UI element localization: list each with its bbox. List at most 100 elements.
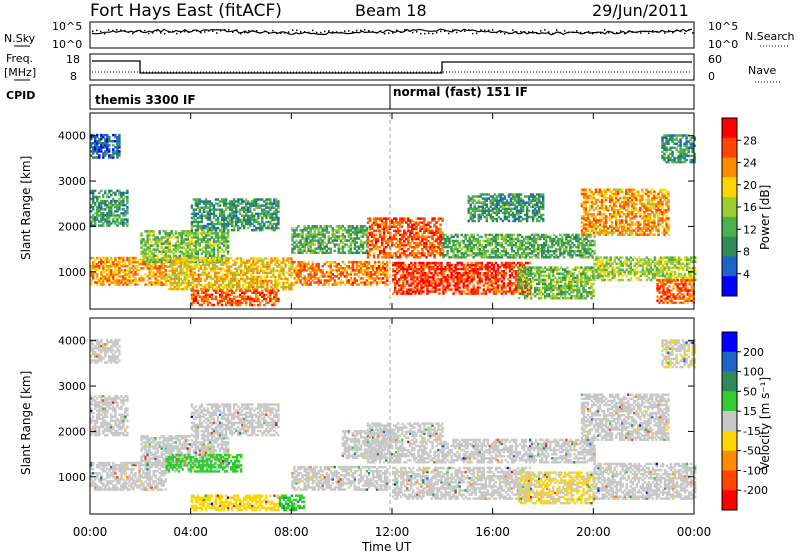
power-cell	[317, 245, 320, 248]
power-cell	[323, 262, 326, 266]
power-cell	[108, 269, 111, 272]
power-cell	[108, 271, 111, 274]
power-cell	[504, 233, 508, 237]
power-cell	[267, 289, 270, 292]
power-cell	[124, 262, 127, 266]
power-cell	[520, 261, 524, 265]
power-cell	[534, 241, 538, 245]
power-cell	[234, 283, 237, 287]
power-cell	[102, 283, 105, 286]
power-cell	[382, 223, 386, 226]
power-cell	[180, 240, 184, 243]
power-cell	[245, 297, 248, 301]
power-cell	[260, 281, 263, 285]
power-cell	[266, 287, 269, 291]
power-cell	[230, 224, 234, 228]
power-cell	[226, 244, 230, 247]
power-cell	[227, 285, 231, 289]
power-cell	[164, 234, 167, 237]
power-cell	[273, 303, 276, 307]
power-cell	[368, 231, 372, 235]
power-cell	[305, 279, 308, 282]
power-cell	[156, 248, 159, 251]
power-cell	[200, 252, 204, 255]
power-cell	[148, 260, 151, 264]
power-cell	[192, 236, 196, 239]
power-cell	[229, 279, 233, 283]
power-cell	[347, 279, 351, 282]
power-cell	[331, 277, 335, 280]
power-cell	[327, 279, 331, 282]
power-cell	[216, 250, 220, 253]
power-cell	[309, 245, 312, 248]
power-cell	[220, 214, 224, 218]
power-cell	[192, 198, 196, 201]
power-cell	[470, 261, 473, 265]
power-cell	[383, 262, 387, 266]
power-cell	[226, 250, 230, 253]
power-cell	[154, 240, 157, 243]
power-cell	[219, 259, 223, 262]
power-cell	[198, 216, 202, 220]
power-cell	[241, 220, 244, 224]
power-cell	[442, 250, 445, 253]
power-cell	[363, 251, 367, 255]
power-cell	[158, 271, 161, 274]
power-cell	[198, 303, 202, 307]
power-cell	[102, 193, 105, 197]
power-cell	[100, 256, 103, 260]
power-cell	[307, 237, 310, 240]
power-cell	[319, 243, 322, 246]
power-cell	[299, 249, 302, 253]
power-cell	[165, 275, 168, 279]
power-cell	[208, 210, 212, 213]
power-cell	[92, 201, 95, 205]
power-cell	[208, 226, 212, 230]
power-cell	[132, 275, 135, 278]
power-cell	[162, 277, 165, 280]
power-cell	[118, 281, 121, 284]
power-cell	[282, 281, 285, 285]
power-cell	[118, 279, 121, 282]
nsearch-point	[212, 30, 214, 32]
power-cell	[232, 301, 236, 305]
power-cell	[252, 263, 255, 266]
power-cell	[220, 226, 224, 230]
power-cell	[276, 261, 279, 264]
power-cell	[144, 242, 147, 245]
power-cell	[549, 245, 552, 249]
power-cell	[196, 200, 200, 203]
power-cell	[245, 200, 248, 203]
power-cell	[259, 293, 262, 297]
power-cell	[271, 216, 274, 220]
power-cell	[215, 267, 219, 270]
power-cell	[351, 283, 355, 286]
power-cell	[164, 281, 167, 284]
power-cell	[90, 142, 93, 145]
power-cell	[253, 208, 256, 211]
power-cell	[171, 271, 174, 275]
power-cell	[216, 252, 220, 255]
power-cell	[220, 224, 224, 228]
power-cell	[402, 261, 405, 265]
power-cell	[193, 271, 197, 275]
power-cell	[130, 271, 133, 274]
power-cell	[235, 210, 238, 213]
power-cell	[100, 144, 103, 147]
power-cell	[357, 245, 361, 248]
power-cell	[154, 265, 157, 268]
power-cell	[150, 281, 153, 284]
nsearch-point	[388, 32, 390, 34]
nsearch-point	[220, 29, 222, 32]
power-cell	[188, 242, 192, 245]
power-cell	[413, 248, 416, 251]
power-cell	[102, 279, 105, 282]
power-cell	[474, 288, 477, 291]
power-cell	[373, 279, 377, 282]
power-cell	[500, 241, 504, 245]
power-cell	[335, 283, 339, 286]
power-cell	[188, 244, 192, 247]
power-cell	[276, 287, 279, 291]
power-cell	[167, 269, 170, 272]
nave-label: Nave	[748, 64, 776, 77]
